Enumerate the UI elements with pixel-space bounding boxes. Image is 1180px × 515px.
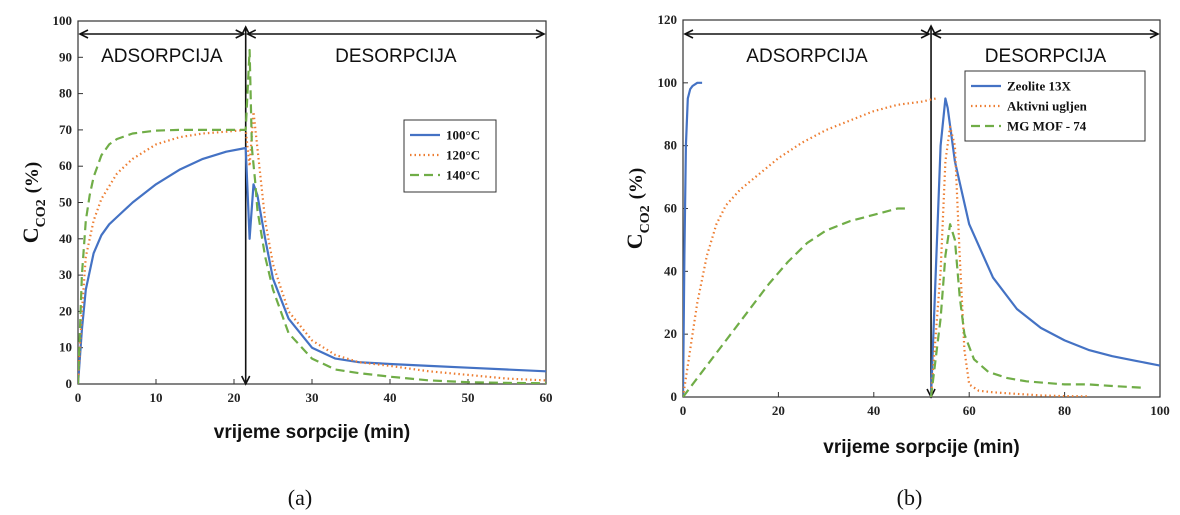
x-axis-label: vrijeme sorpcije (min) [214,422,410,443]
subplot-label: (a) [288,485,312,510]
y-tick-label: 120 [658,12,678,27]
chart-b: 0 20 40 60 80 100 120 0 20 40 60 80 100 vrijeme sorpc… [622,12,1170,510]
x-axis-label: vrijeme sorpcije (min) [823,437,1019,458]
region-arrowhead [683,29,694,39]
subplot-label: (b) [897,485,923,510]
legend: Zeolite 13X Aktivni ugljen MG MOF - 74 [964,70,1146,142]
series-line-aktivni-ugljen [683,97,937,397]
legend-entry: 100°C [446,128,480,143]
y-tick-label: 20 [59,303,72,318]
y-tick-label: 80 [664,138,677,153]
x-tick-label: 40 [384,390,397,405]
series-line-mg-mof-74 [929,223,1141,397]
region-arrowhead [1149,29,1160,39]
y-tick-label: 80 [59,86,72,101]
y-tick-label: 10 [59,340,72,355]
x-tick-label: 60 [963,403,976,418]
plot-frame [77,20,547,385]
legend-entry: Aktivni ugljen [1007,99,1088,114]
x-tick-label: 80 [1058,403,1071,418]
region-arrowhead [245,29,257,39]
y-axis-label: CCO2(%) [18,162,49,244]
x-tick-label: 60 [540,390,553,405]
legend-entry: MG MOF - 74 [1007,119,1087,134]
series-line-zeolite-13x [683,81,703,397]
y-tick-label: 40 [59,231,72,246]
series-line-140-c [78,48,546,384]
legend: 100°C 120°C 140°C [403,119,497,193]
legend-entry: 140°C [446,168,480,183]
region-label-adsorpcija: ADSORPCIJA [101,46,223,67]
series-line-mg-mof-74 [683,207,908,397]
y-tick-label: 50 [59,195,72,210]
region-arrowhead [235,29,246,39]
region-arrowhead [78,29,89,39]
legend-entry: Zeolite 13X [1007,79,1072,94]
y-tick-label: 20 [664,326,677,341]
divider-arrowhead [240,375,251,386]
legend-entry: 120°C [446,148,480,163]
region-label-adsorpcija: ADSORPCIJA [746,46,868,67]
x-tick-label: 40 [867,403,880,418]
series-line-aktivni-ugljen [929,125,1089,397]
y-tick-label: 70 [59,122,72,137]
region-arrowhead [931,29,942,39]
series-line-100-c [78,146,546,384]
region-label-desorpcija: DESORPCIJA [985,46,1107,67]
chart-a: 0 10 20 30 40 50 60 70 80 90 100 0 10 20 30 40 50 60 vrije… [18,13,553,510]
x-tick-label: 100 [1150,403,1170,418]
divider-arrowhead [926,24,936,35]
x-tick-label: 10 [150,390,163,405]
region-arrowhead [920,29,931,39]
y-axis-label: CCO2(%) [622,168,653,250]
series-line-zeolite-13x [929,97,1160,397]
region-label-desorpcija: DESORPCIJA [335,46,457,67]
x-tick-label: 20 [772,403,785,418]
y-tick-label: 0 [66,376,73,391]
region-arrowhead [535,29,546,39]
y-tick-label: 60 [59,158,72,173]
y-tick-label: 90 [59,49,72,64]
y-tick-label: 40 [664,263,677,278]
x-tick-label: 0 [680,403,687,418]
y-tick-label: 100 [658,75,678,90]
x-tick-label: 0 [75,390,82,405]
y-tick-label: 30 [59,267,72,282]
x-tick-label: 30 [306,390,319,405]
y-tick-label: 0 [671,389,678,404]
x-tick-label: 50 [462,390,475,405]
divider-arrowhead [240,25,251,36]
y-tick-label: 100 [53,13,73,28]
x-tick-label: 20 [228,390,241,405]
y-tick-label: 60 [664,201,677,216]
